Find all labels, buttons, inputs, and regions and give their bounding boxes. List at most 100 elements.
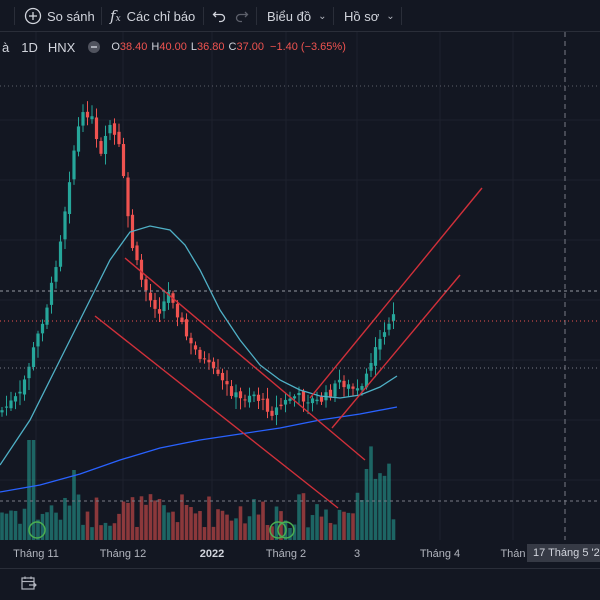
symbol-name[interactable]: à: [2, 39, 10, 55]
time-tick: Tháng 11: [13, 548, 59, 560]
redo-button[interactable]: [235, 0, 249, 32]
candle-body: [310, 398, 315, 404]
candle-body: [288, 398, 292, 401]
event-marker-icon: [277, 521, 295, 539]
trendlines: [94, 187, 483, 509]
toolbar-divider: [256, 7, 257, 25]
interval-label[interactable]: 1D: [21, 39, 38, 55]
candle-body: [243, 399, 247, 401]
candle-body: [166, 291, 171, 303]
candle-body: [333, 383, 337, 397]
candle-body: [72, 150, 76, 180]
volume-bar: [180, 494, 184, 540]
volume-bar: [292, 524, 297, 540]
chart-type-menu[interactable]: Biểu đồ ⌄: [267, 0, 326, 32]
candle-body: [274, 407, 279, 415]
candle-body: [9, 400, 13, 409]
candle-body: [220, 372, 225, 381]
time-tick: 2022: [199, 548, 225, 560]
volume-bar: [391, 519, 396, 540]
open-value: 38.40: [119, 41, 148, 53]
price-chart[interactable]: [0, 32, 600, 540]
volume-bar: [346, 512, 351, 540]
candle-body: [252, 394, 256, 397]
toolbar-divider: [203, 7, 204, 25]
volume-bar: [22, 508, 27, 540]
time-tick: Tháng 2: [265, 548, 307, 560]
minus-circle-icon[interactable]: [87, 40, 101, 54]
volume-bar: [9, 510, 13, 540]
candlesticks: [0, 101, 396, 426]
candle-body: [198, 349, 202, 359]
trendline: [94, 315, 339, 509]
profile-label: Hồ sơ: [344, 8, 380, 24]
toolbar-divider: [401, 7, 402, 25]
calendar-range-icon[interactable]: [20, 575, 38, 593]
volume-bar: [225, 514, 229, 540]
candle-body: [180, 317, 184, 323]
time-axis[interactable]: Tháng 11 Tháng 12 2022 Tháng 2 3 Tháng 4…: [0, 540, 600, 568]
candle-body: [328, 389, 333, 398]
volume-bar: [4, 513, 9, 540]
candle-body: [369, 362, 373, 371]
profile-menu[interactable]: Hồ sơ ⌄: [344, 0, 395, 32]
volume-bar: [387, 463, 391, 540]
crosshair-date-label: 17 Tháng 5 '22: [527, 544, 600, 562]
open-label: O: [111, 41, 120, 53]
volume-bar: [378, 473, 382, 540]
candle-body: [31, 347, 36, 368]
candle-body: [189, 337, 193, 344]
candle-body: [121, 144, 126, 177]
volume-bar: [270, 526, 274, 540]
volume-bar: [171, 511, 175, 540]
candle-body: [144, 279, 148, 291]
candle-body: [13, 396, 18, 402]
candle-body: [85, 111, 90, 118]
candle-body: [139, 259, 144, 280]
volume-bar: [315, 504, 319, 540]
candle-body: [297, 392, 301, 396]
volume-bar: [121, 501, 126, 540]
candle-body: [58, 241, 63, 267]
volume-bars: [0, 440, 396, 540]
candle-body: [90, 116, 94, 120]
volume-bar: [351, 513, 355, 540]
volume-bar: [238, 506, 243, 540]
candle-body: [67, 182, 72, 214]
candle-body: [346, 384, 351, 389]
volume-bar: [117, 513, 121, 540]
toolbar-divider: [333, 7, 334, 25]
volume-bar: [369, 446, 373, 540]
compare-button[interactable]: So sánh: [24, 0, 95, 32]
volume-bar: [85, 511, 90, 540]
moving-average-long: [0, 406, 398, 493]
candle-body: [216, 369, 220, 374]
volume-bar: [36, 519, 40, 540]
volume-bar: [103, 522, 108, 540]
volume-bar: [324, 509, 328, 540]
candle-body: [112, 123, 117, 135]
candle-body: [351, 386, 355, 389]
candle-body: [342, 380, 346, 388]
volume-bar: [333, 524, 337, 540]
volume-bar: [13, 510, 18, 540]
volume-bar: [220, 510, 225, 540]
candle-body: [193, 345, 198, 350]
undo-button[interactable]: [212, 0, 226, 32]
volume-bar: [301, 493, 306, 540]
indicators-button[interactable]: fx Các chỉ báo: [110, 0, 195, 32]
bottom-toolbar: [0, 568, 600, 600]
volume-bar: [256, 514, 261, 540]
plus-circle-icon: [24, 7, 42, 25]
volume-bar: [18, 523, 22, 540]
candle-body: [49, 282, 54, 305]
volume-bar: [193, 513, 198, 540]
candle-body: [238, 391, 243, 399]
candle-body: [364, 373, 369, 388]
volume-bar: [157, 498, 162, 540]
candle-body: [265, 398, 270, 412]
volume-bar: [306, 527, 310, 540]
volume-bar: [189, 507, 193, 540]
candle-body: [261, 398, 265, 400]
volume-bar: [139, 496, 144, 540]
